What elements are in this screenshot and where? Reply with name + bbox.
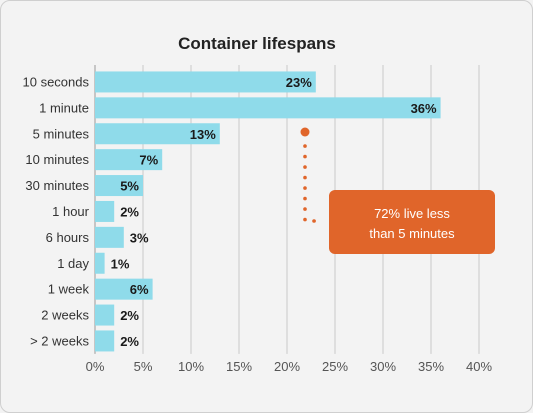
x-tick-label: 30% bbox=[370, 359, 396, 374]
category-label: 1 day bbox=[57, 256, 89, 271]
annotation: 72% live less than 5 minutes bbox=[300, 127, 495, 254]
annotation-text-line2: than 5 minutes bbox=[369, 226, 455, 241]
category-label: 6 hours bbox=[46, 230, 90, 245]
bars bbox=[95, 71, 441, 352]
category-label: 1 minute bbox=[39, 100, 89, 115]
value-label: 7% bbox=[139, 153, 158, 168]
category-label: 2 weeks bbox=[41, 308, 89, 323]
bar bbox=[95, 330, 115, 352]
x-tick-label: 20% bbox=[274, 359, 300, 374]
value-label: 2% bbox=[120, 334, 139, 349]
bar bbox=[95, 123, 220, 145]
category-labels: 10 seconds 1 minute 5 minutes 10 minutes 30 … bbox=[23, 74, 90, 348]
x-tick-label: 15% bbox=[226, 359, 252, 374]
category-label: 10 seconds bbox=[23, 74, 90, 89]
value-label: 13% bbox=[190, 127, 216, 142]
bar bbox=[95, 304, 115, 326]
value-label: 1% bbox=[111, 256, 130, 271]
x-tick-label: 10% bbox=[178, 359, 204, 374]
bar bbox=[95, 149, 163, 171]
annotation-start-dot bbox=[300, 127, 310, 137]
value-label: 2% bbox=[120, 308, 139, 323]
value-labels: 23% 36% 13% 7%5% 2% 3%1%6% 2% 2% bbox=[111, 75, 437, 349]
x-tick-label: 0% bbox=[86, 359, 105, 374]
category-label: 10 minutes bbox=[25, 152, 89, 167]
value-label: 23% bbox=[286, 75, 312, 90]
value-label: 36% bbox=[411, 101, 437, 116]
annotation-box bbox=[329, 190, 495, 254]
bar bbox=[95, 226, 124, 248]
x-axis-ticks: 0% 5% 10% 15% 20% 25% 30% 35% 40% bbox=[86, 359, 493, 374]
value-label: 3% bbox=[130, 230, 149, 245]
value-label: 6% bbox=[130, 282, 149, 297]
x-tick-label: 40% bbox=[466, 359, 492, 374]
bar bbox=[95, 200, 115, 222]
category-label: 1 week bbox=[48, 282, 90, 297]
bar bbox=[95, 278, 153, 300]
category-label: 5 minutes bbox=[33, 126, 90, 141]
bar bbox=[95, 175, 143, 197]
category-label: 30 minutes bbox=[25, 178, 89, 193]
chart-title: Container lifespans bbox=[178, 34, 336, 53]
annotation-text-line1: 72% live less bbox=[374, 206, 450, 221]
bar bbox=[95, 97, 441, 119]
bar bbox=[95, 71, 316, 93]
category-label: 1 hour bbox=[52, 204, 90, 219]
value-label: 2% bbox=[120, 204, 139, 219]
x-tick-label: 25% bbox=[322, 359, 348, 374]
x-tick-label: 35% bbox=[418, 359, 444, 374]
value-label: 5% bbox=[120, 179, 139, 194]
bar bbox=[95, 252, 105, 274]
category-label: > 2 weeks bbox=[30, 333, 89, 348]
x-tick-label: 5% bbox=[134, 359, 153, 374]
